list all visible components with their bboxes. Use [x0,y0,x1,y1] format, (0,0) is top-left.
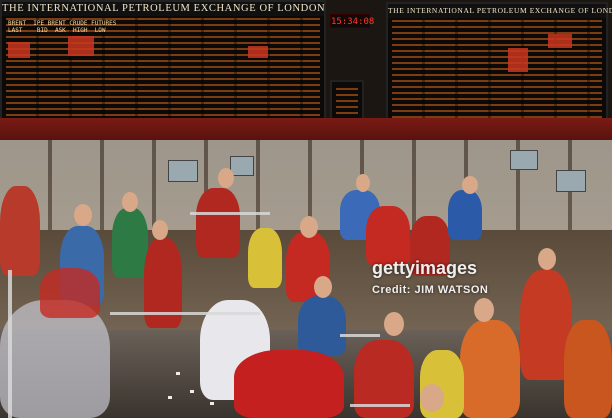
board-highlight [248,46,268,58]
trader [366,206,410,266]
trader [0,186,40,276]
pit-railing [350,404,410,407]
board-title-left: THE INTERNATIONAL PETROLEUM EXCHANGE OF … [2,2,326,16]
floor-paper [176,372,180,375]
trader [234,350,344,418]
trader [520,270,572,380]
trader [196,188,240,258]
board-header-left: BRENT IPE BRENT CRUDE FUTURES LAST BID A… [8,20,117,34]
board-clock: 15:34:08 [330,14,374,28]
board-led-grid-left [6,18,320,122]
red-fascia [0,118,612,140]
pit-railing [110,312,260,315]
trader-head [384,312,404,336]
trader-head [122,192,138,212]
trader-head [314,276,332,298]
floor-paper [210,402,214,405]
trader-head [152,220,168,240]
board-highlight [8,42,30,58]
trader [410,216,450,276]
trader-head [420,384,444,412]
board-highlight [68,36,94,56]
trader [448,190,482,240]
trader [248,228,282,288]
trader [298,296,346,356]
booth-monitor [168,160,198,182]
trader [112,208,148,278]
trader [40,268,100,318]
photo-credit: Credit: JIM WATSON [372,284,489,296]
booth-monitor [510,150,538,170]
pit-railing [340,334,380,337]
trader-head [474,298,494,322]
board-title-right: THE INTERNATIONAL PETROLEUM EXCHANGE OF … [388,4,612,18]
floor-paper [190,390,194,393]
trader [564,320,612,418]
pit-railing [8,270,12,418]
trader-head [74,204,92,226]
floor-paper [168,396,172,399]
board-highlight [548,34,572,48]
watermark-brand: gettyimages [372,258,478,278]
pit-railing [190,212,270,215]
booth-monitor [230,156,254,176]
board-highlight [508,48,528,72]
trader-head [218,168,234,188]
trader-head [462,176,478,194]
trader-head [356,174,370,192]
trader [0,300,110,418]
trader-head [300,216,318,238]
price-board-right: THE INTERNATIONAL PETROLEUM EXCHANGE OF … [386,2,612,124]
booth-monitor [556,170,586,192]
board-led-grid-center [336,86,358,120]
trader-head [538,248,556,270]
price-board-left: THE INTERNATIONAL PETROLEUM EXCHANGE OF … [0,0,326,128]
trader [460,320,520,418]
